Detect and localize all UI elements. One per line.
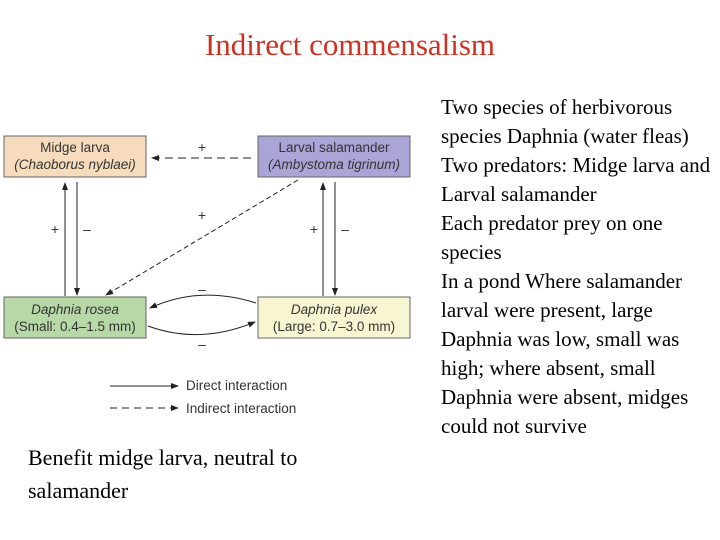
sign-plus: +	[51, 221, 59, 237]
node-label: Larval salamander	[278, 140, 390, 155]
sign-minus: –	[198, 281, 206, 297]
node-size: (Small: 0.4–1.5 mm)	[14, 319, 136, 334]
bullet-item: Two predators: Midge larva and Larval sa…	[441, 153, 711, 206]
arrow-pulex-to-rosea	[149, 294, 257, 309]
node-daphnia-pulex: Daphnia pulex (Large: 0.7–3.0 mm)	[257, 296, 411, 339]
node-larval-salamander: Larval salamander (Ambystoma tigrinum)	[257, 135, 411, 178]
bullet-item: Each predator prey on one species	[441, 211, 663, 264]
legend-indirect-label: Indirect interaction	[186, 401, 296, 416]
arrow-rosea-to-pulex	[147, 321, 256, 336]
sign-plus: +	[198, 207, 206, 223]
arrow-salamander-to-rosea	[105, 179, 299, 296]
sign-minus: –	[341, 221, 349, 237]
legend-direct-label: Direct interaction	[186, 378, 287, 393]
node-label: Daphnia pulex	[291, 302, 379, 317]
node-species: (Chaoborus nyblaei)	[14, 157, 136, 172]
node-species: (Ambystoma tigrinum)	[268, 157, 400, 172]
interaction-diagram: Midge larva (Chaoborus nyblaei) Larval s…	[3, 135, 411, 416]
sign-minus: –	[83, 221, 91, 237]
bullet-item: In a pond Where salamander larval were p…	[441, 269, 689, 438]
diagram-caption: Benefit midge larva, neutral to salamand…	[28, 445, 298, 503]
slide-title: Indirect commensalism	[204, 27, 496, 62]
node-label: Daphnia rosea	[31, 302, 119, 317]
node-daphnia-rosea: Daphnia rosea (Small: 0.4–1.5 mm)	[3, 296, 147, 339]
sign-plus: +	[310, 221, 318, 237]
node-midge-larva: Midge larva (Chaoborus nyblaei)	[3, 135, 147, 178]
node-label: Midge larva	[40, 140, 110, 155]
sign-minus: –	[198, 336, 206, 352]
bullet-list: Two species of herbivorous species Daphn…	[441, 93, 720, 441]
node-size: (Large: 0.7–3.0 mm)	[273, 319, 395, 334]
bullet-item: Two species of herbivorous species Daphn…	[441, 95, 689, 148]
sign-plus: +	[198, 139, 206, 155]
